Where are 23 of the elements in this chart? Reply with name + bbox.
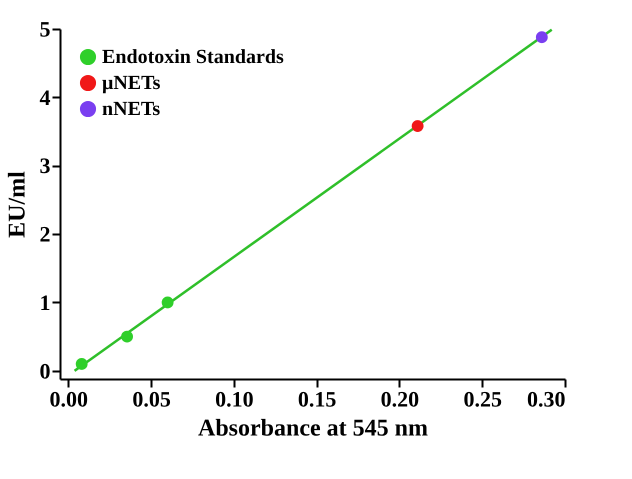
y-tick-label: 2 [40, 222, 50, 247]
point [162, 296, 174, 308]
point [121, 330, 133, 343]
y-tick-label: 3 [40, 153, 50, 178]
y-tick-label: 5 [40, 16, 50, 42]
x-tick-label: 0.00 [50, 386, 88, 412]
x-tick-label: 0.05 [132, 386, 171, 412]
legend-label: Endotoxin Standards [102, 46, 284, 68]
y-tick-label: 1 [40, 290, 50, 315]
x-tick-label: 0.30 [527, 386, 566, 412]
legend-label: μNETs [102, 72, 161, 94]
point [536, 31, 548, 44]
x-tick-label: 0.25 [463, 386, 502, 412]
y-tick-label: 4 [40, 84, 50, 110]
x-tick-label: 0.20 [380, 386, 420, 412]
y-tick-label: 0 [40, 358, 50, 384]
x-tick-label: 0.15 [298, 386, 336, 412]
point [412, 120, 424, 132]
x-axis-title: Absorbance at 545 nm [198, 416, 428, 442]
legend-label: nNETs [102, 98, 160, 120]
point [76, 358, 88, 370]
x-tick-label: 0.10 [215, 386, 254, 412]
y-axis-title: EU/ml [4, 170, 30, 238]
